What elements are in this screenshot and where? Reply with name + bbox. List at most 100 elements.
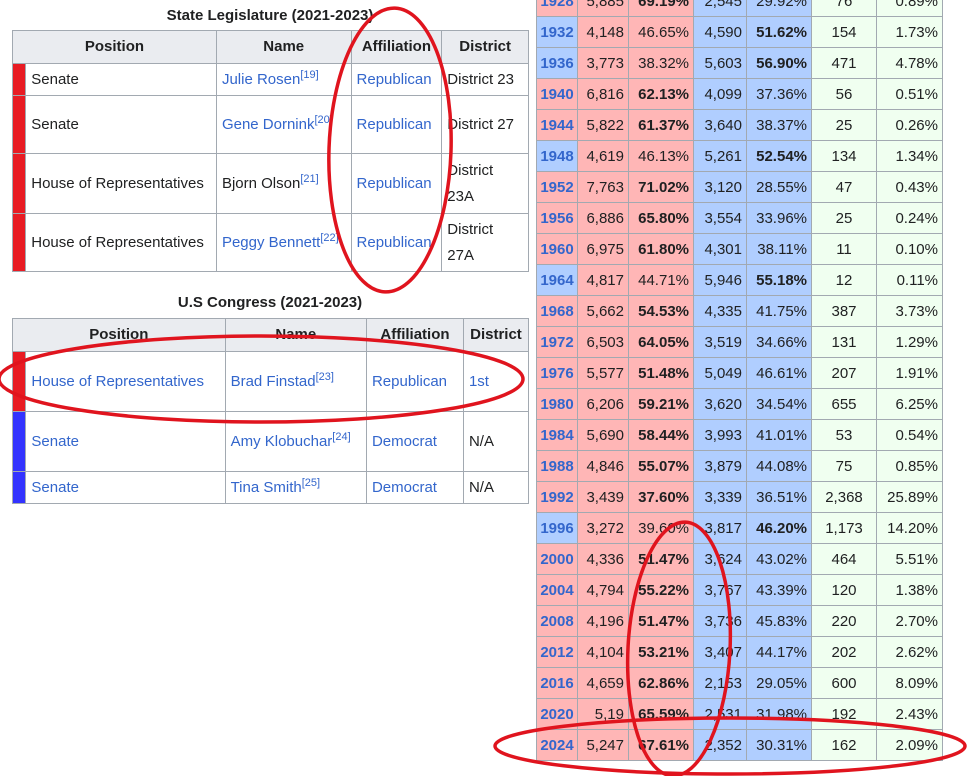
other-votes-cell: 154 [811,16,877,48]
rep-pct-cell: 58.44% [628,419,694,451]
name-link[interactable]: Brad Finstad [230,372,316,390]
rep-votes-cell: 4,817 [577,264,629,296]
year-link[interactable]: 1980 [536,388,578,420]
dem-pct-cell: 38.11% [746,233,812,265]
year-link[interactable]: 2020 [536,698,578,730]
year-link[interactable]: 1960 [536,233,578,265]
results-row: 1940 6,816 62.13% 4,099 37.36% 56 0.51% [536,78,943,110]
year-link[interactable]: 1948 [536,140,578,172]
citation-link[interactable]: [19] [300,68,319,81]
year-link[interactable]: 1992 [536,481,578,513]
affiliation-link[interactable]: Democrat [365,471,464,504]
name-link[interactable]: Tina Smith [230,478,302,496]
year-link[interactable]: 1968 [536,295,578,327]
rep-pct-cell: 51.47% [628,605,694,637]
affiliation-link[interactable]: Republican [350,95,443,154]
position-link[interactable]: Senate [25,471,226,504]
rep-pct-cell: 37.60% [628,481,694,513]
other-pct-cell: 2.70% [876,605,943,637]
rep-votes-cell: 7,763 [577,171,629,203]
name-cell[interactable]: Brad Finstad[23] [224,351,367,412]
affiliation-link[interactable]: Republican [350,153,443,214]
affiliation-link[interactable]: Democrat [365,411,464,472]
citation-link[interactable]: [21] [300,172,319,185]
year-link[interactable]: 1964 [536,264,578,296]
dem-votes-cell: 3,620 [693,388,747,420]
table-header-row: Position Name Affiliation District [12,30,529,64]
citation-link[interactable]: [22] [320,231,339,244]
position-link[interactable]: House of Representatives [25,351,226,412]
dem-pct-cell: 46.20% [746,512,812,544]
dem-votes-cell: 3,767 [693,574,747,606]
position-cell: Senate [25,95,217,154]
year-link[interactable]: 1928 [536,0,578,17]
year-link[interactable]: 1952 [536,171,578,203]
dem-votes-cell: 5,603 [693,47,747,79]
district-cell: N/A [462,471,530,504]
year-link[interactable]: 2024 [536,729,578,761]
year-link[interactable]: 2008 [536,605,578,637]
affiliation-link[interactable]: Republican [365,351,464,412]
year-link[interactable]: 1940 [536,78,578,110]
name-link[interactable]: Peggy Bennett [221,233,321,251]
citation-link[interactable]: [23] [315,370,334,383]
year-link[interactable]: 1988 [536,450,578,482]
other-pct-cell: 0.43% [876,171,943,203]
rep-votes-cell: 5,662 [577,295,629,327]
name-cell[interactable]: Amy Klobuchar[24] [224,411,367,472]
year-link[interactable]: 1996 [536,512,578,544]
name-link[interactable]: Gene Dornink [221,115,315,133]
results-row: 1980 6,206 59.21% 3,620 34.54% 655 6.25% [536,388,943,420]
year-link[interactable]: 1984 [536,419,578,451]
year-link[interactable]: 1932 [536,16,578,48]
year-link[interactable]: 2016 [536,667,578,699]
other-pct-cell: 0.54% [876,419,943,451]
citation-link[interactable]: [25] [301,476,321,489]
rep-pct-cell: 54.53% [628,295,694,327]
other-pct-cell: 1.29% [876,326,943,358]
name-cell[interactable]: Peggy Bennett[22] [215,213,352,272]
name-link[interactable]: Julie Rosen [221,70,301,88]
party-color-bar [11,213,27,272]
dem-pct-cell: 37.36% [746,78,812,110]
name-cell[interactable]: Julie Rosen[19] [215,63,352,96]
table-row: House of Representatives Bjorn Olson[21] R… [11,153,529,214]
dem-votes-cell: 4,590 [693,16,747,48]
dem-pct-cell: 44.17% [746,636,812,668]
election-results-table: 1928 5,885 69.19% 2,545 29.92% 76 0.89% 1932 4,1… [536,0,943,761]
year-link[interactable]: 2004 [536,574,578,606]
state-legislature-caption: State Legislature (2021-2023) [166,7,374,24]
year-link[interactable]: 1936 [536,47,578,79]
other-pct-cell: 4.78% [876,47,943,79]
affiliation-link[interactable]: Republican [350,63,443,96]
rep-votes-cell: 5,247 [577,729,629,761]
other-votes-cell: 2,368 [811,481,877,513]
dem-votes-cell: 5,049 [693,357,747,389]
position-link[interactable]: Senate [25,411,226,472]
rep-votes-cell: 5,822 [577,109,629,141]
results-row: 2012 4,104 53.21% 3,407 44.17% 202 2.62% [536,636,943,668]
rep-votes-cell: 5,19 [577,698,629,730]
year-link[interactable]: 2000 [536,543,578,575]
party-color-bar [11,95,27,154]
affiliation-link[interactable]: Republican [350,213,443,272]
year-link[interactable]: 1944 [536,109,578,141]
name-cell[interactable]: Tina Smith[25] [224,471,367,504]
other-votes-cell: 11 [811,233,877,265]
citation-link[interactable]: [20] [314,113,333,126]
year-link[interactable]: 2012 [536,636,578,668]
table-row: Senate Amy Klobuchar[24] Democrat N/A [11,411,530,472]
year-link[interactable]: 1976 [536,357,578,389]
table-row: House of Representatives Brad Finstad[23]… [11,351,530,412]
name-cell[interactable]: Gene Dornink[20] [215,95,352,154]
citation-link[interactable]: [24] [332,430,351,443]
dem-pct-cell: 43.39% [746,574,812,606]
year-link[interactable]: 1956 [536,202,578,234]
dem-pct-cell: 38.37% [746,109,812,141]
rep-pct-cell: 44.71% [628,264,694,296]
name-link[interactable]: Amy Klobuchar [230,432,333,450]
district-cell[interactable]: 1st [462,351,530,412]
year-link[interactable]: 1972 [536,326,578,358]
district-cell: N/A [462,411,530,472]
results-row: 1956 6,886 65.80% 3,554 33.96% 25 0.24% [536,202,943,234]
